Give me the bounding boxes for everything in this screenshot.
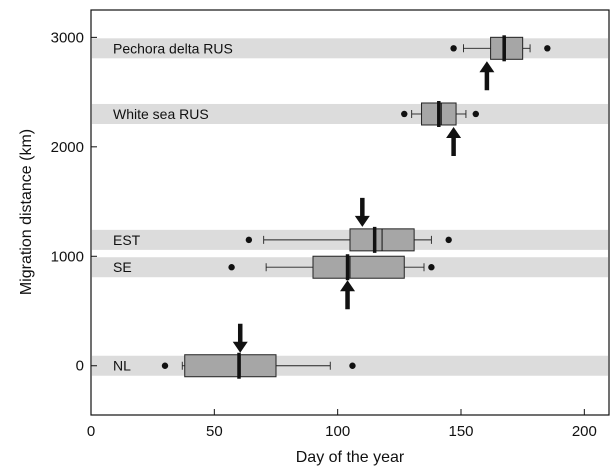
x-tick-label-0: 0 [87, 423, 95, 440]
arrow-layer [232, 61, 495, 353]
outlier-point-pechora-delta-rus-1 [544, 45, 551, 52]
y-tick-label-1000: 1000 [51, 248, 84, 265]
y-axis-label: Migration distance (km) [18, 129, 35, 295]
x-tick-label-50: 50 [206, 423, 223, 440]
arrow-up-se [340, 280, 356, 310]
outlier-point-nl-1 [349, 362, 356, 369]
arrow-up-white-sea-rus [446, 126, 462, 156]
outlier-point-est-0 [245, 236, 253, 244]
box-se [312, 255, 405, 279]
arrow-down-est [354, 197, 370, 227]
outlier-point-white-sea-rus-1 [472, 110, 479, 118]
band-layer: Pechora delta RUS White sea RUS EST SE NL [92, 38, 608, 376]
plot-frame [90, 9, 610, 416]
y-tick-label-3000: 3000 [51, 29, 84, 46]
outlier-point-se-1 [428, 264, 435, 271]
outlier-point-se-0 [228, 264, 235, 271]
x-tick-label-200: 200 [572, 423, 597, 440]
outlier-point-white-sea-rus-0 [401, 110, 408, 118]
y-tick-label-2000: 2000 [51, 139, 84, 156]
band-label-white-sea-rus: White sea RUS [113, 106, 209, 122]
band-pechora-delta-rus [92, 38, 608, 59]
x-tick-label-100: 100 [325, 423, 350, 440]
outlier-point-est-1 [445, 236, 452, 244]
outlier-point-pechora-delta-rus-0 [450, 45, 457, 52]
box-nl [184, 354, 277, 378]
band-label-nl: NL [113, 358, 131, 374]
outlier-point-nl-0 [161, 362, 169, 369]
band-white-sea-rus [92, 103, 608, 124]
x-axis-label: Day of the year [296, 449, 405, 466]
band-label-se: SE [113, 259, 132, 275]
x-tick-label-150: 150 [448, 423, 473, 440]
y-tick-label-0: 0 [76, 358, 84, 375]
arrow-down-nl [232, 323, 248, 353]
box-layer [161, 35, 551, 379]
band-label-pechora-delta-rus: Pechora delta RUS [113, 40, 233, 56]
box-pechora-delta-rus [490, 36, 524, 60]
arrow-up-pechora-delta-rus [479, 61, 495, 91]
band-label-est: EST [113, 232, 141, 248]
